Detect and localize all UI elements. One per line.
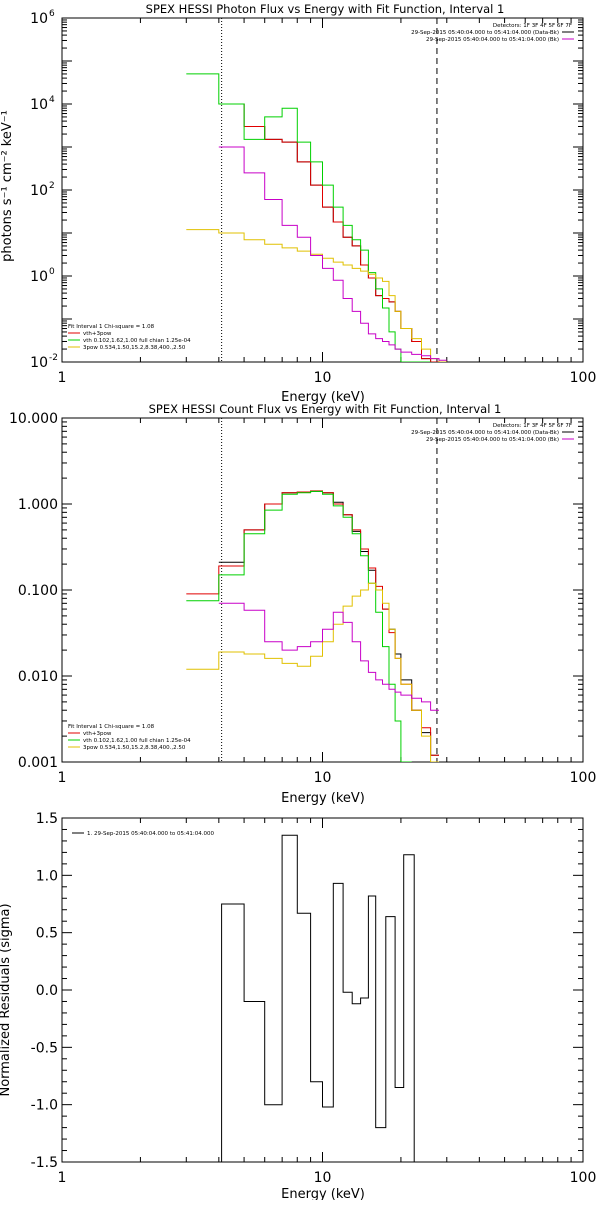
- count-flux-legend-entry: 29-Sep-2015 05:40:04.000 to 05:41:04.000…: [426, 437, 559, 443]
- count-flux-series-bk: [218, 602, 439, 711]
- photon-flux-legend-entry: 29-Sep-2015 05:40:04.000 to 05:41:04.000…: [426, 37, 559, 43]
- count-flux-legend-entry: 29-Sep-2015 05:40:04.000 to 05:41:04.000…: [411, 430, 559, 436]
- count-flux-xlabel: Energy (keV): [281, 791, 365, 806]
- count-flux-series-vth-3pow: [186, 490, 439, 756]
- count-flux-frame: [61, 417, 584, 763]
- residuals-y-tick-label: -0.5: [31, 1040, 58, 1056]
- residuals-x-tick-label: 100: [570, 1170, 597, 1186]
- count-flux-y-tick-label: 0.001: [18, 755, 58, 771]
- count-flux-title: SPEX HESSI Count Flux vs Energy with Fit…: [149, 402, 502, 416]
- photon-flux-legend-left: Fit Interval 1 Chi-square = 1.08vth+3pow…: [68, 324, 191, 351]
- residuals-panel: Energy (keV) Normalized Residuals (sigma…: [0, 811, 597, 1202]
- photon-flux-xlabel: Energy (keV): [281, 390, 365, 405]
- count-flux-x-tick-label: 10: [314, 770, 332, 786]
- photon-flux-y-tick-exponent: 6: [49, 9, 55, 19]
- count-flux-y-tick-label: 1.000: [18, 497, 58, 513]
- count-flux-legend-fit-interval: Fit Interval 1 Chi-square = 1.08: [68, 724, 155, 730]
- photon-flux-y-tick-exponent: 0: [49, 267, 55, 277]
- photon-flux-x-tick-label: 10: [314, 370, 332, 386]
- count-flux-legend-entry: 3pow 0.534,1.50,15.2,8.38,400.,2.50: [83, 745, 186, 751]
- photon-flux-series-vth-3pow: [218, 103, 447, 362]
- photon-flux-legend-detectors: Detectors: 1F 3F 4F 5F 6F 7F: [493, 23, 572, 29]
- photon-flux-y-tick-label: 10: [30, 11, 48, 27]
- residuals-y-tick-label: -1.5: [31, 1155, 58, 1171]
- residuals-legend: 1. 29-Sep-2015 05:40:04.000 to 05:41:04.…: [72, 831, 214, 837]
- count-flux-series-3pow: [186, 582, 439, 762]
- photon-flux-x-tick-label: 1: [58, 370, 67, 386]
- photon-flux-legend-entry: vth 0.102,1.62,1.00 full chian 1.25e-04: [83, 338, 191, 344]
- photon-flux-legend-entry: 29-Sep-2015 05:40:04.000 to 05:41:04.000…: [411, 30, 559, 36]
- count-flux-legend-right: Detectors: 1F 3F 4F 5F 6F 7F29-Sep-2015 …: [411, 423, 574, 443]
- count-flux-y-tick-label: 0.100: [18, 583, 58, 599]
- photon-flux-series-bk: [218, 146, 447, 361]
- residuals-x-tick-label: 1: [58, 1170, 67, 1186]
- count-flux-y-tick-label: 0.010: [18, 669, 58, 685]
- count-flux-y-tick-label: 10.000: [9, 411, 58, 427]
- count-flux-panel: SPEX HESSI Count Flux vs Energy with Fit…: [9, 402, 596, 806]
- residuals-legend-entry: 1. 29-Sep-2015 05:40:04.000 to 05:41:04.…: [87, 831, 214, 837]
- residuals-y-tick-label: 0.5: [36, 926, 58, 942]
- photon-flux-y-tick-exponent: 2: [49, 181, 55, 191]
- residuals-xlabel: Energy (keV): [281, 1187, 365, 1200]
- count-flux-series-data-bk: [218, 490, 439, 756]
- count-flux-legend-left: Fit Interval 1 Chi-square = 1.08vth+3pow…: [68, 724, 191, 751]
- photon-flux-series-vth: [186, 73, 431, 362]
- residuals-ylabel: Normalized Residuals (sigma): [0, 903, 13, 1096]
- residuals-x-tick-label: 10: [314, 1170, 332, 1186]
- photon-flux-y-tick-label: 10: [30, 183, 48, 199]
- residuals-frame: [61, 817, 584, 1163]
- residuals-y-tick-label: 1.0: [36, 868, 58, 884]
- count-flux-series-vth: [186, 490, 412, 762]
- photon-flux-series-3pow: [186, 229, 447, 362]
- photon-flux-legend-fit-interval: Fit Interval 1 Chi-square = 1.08: [68, 324, 155, 330]
- residuals-y-tick-label: 0.0: [36, 983, 58, 999]
- photon-flux-legend-entry: vth+3pow: [83, 331, 112, 337]
- count-flux-legend-detectors: Detectors: 1F 3F 4F 5F 6F 7F: [493, 423, 572, 429]
- count-flux-x-tick-label: 100: [570, 770, 597, 786]
- photon-flux-series-data-bk: [218, 103, 447, 362]
- photon-flux-y-tick-label: 10: [30, 355, 48, 371]
- count-flux-legend-entry: vth+3pow: [83, 731, 112, 737]
- photon-flux-ylabel: photons s⁻¹ cm⁻² keV⁻¹: [0, 110, 15, 262]
- residuals-y-tick-label: -1.0: [31, 1098, 58, 1114]
- photon-flux-panel: SPEX HESSI Photon Flux vs Energy with Fi…: [0, 2, 596, 405]
- photon-flux-legend-right: Detectors: 1F 3F 4F 5F 6F 7F29-Sep-2015 …: [411, 23, 574, 43]
- photon-flux-y-tick-label: 10: [30, 97, 48, 113]
- residuals-y-tick-label: 1.5: [36, 811, 58, 827]
- count-flux-legend-entry: vth 0.102,1.62,1.00 full chian 1.25e-04: [83, 738, 191, 744]
- photon-flux-y-tick-label: 10: [30, 269, 48, 285]
- photon-flux-title: SPEX HESSI Photon Flux vs Energy with Fi…: [146, 2, 505, 16]
- photon-flux-x-tick-label: 100: [570, 370, 597, 386]
- photon-flux-legend-entry: 3pow 0.534,1.50,15.2,8.38,400.,2.50: [83, 345, 186, 351]
- photon-flux-y-tick-exponent: -2: [49, 353, 58, 363]
- residuals-series-1: [221, 834, 415, 1162]
- count-flux-x-tick-label: 1: [58, 770, 67, 786]
- photon-flux-y-tick-exponent: 4: [49, 95, 55, 105]
